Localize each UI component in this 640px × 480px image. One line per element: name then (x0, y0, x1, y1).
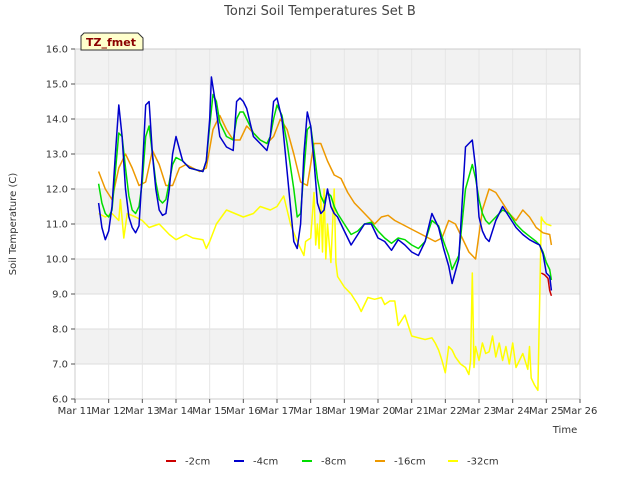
legend: -2cm -4cm -8cm -16cm -32cm (166, 457, 499, 468)
y-tick-label: 16.0 (46, 45, 68, 56)
x-axis-label: Time (552, 425, 577, 436)
x-tick-label: Mar 19 (327, 406, 362, 417)
chart-title: Tonzi Soil Temperatures Set B (223, 4, 416, 19)
y-tick-label: 13.0 (46, 150, 68, 161)
legend-label: -4cm (253, 457, 278, 468)
y-tick-label: 8.0 (52, 325, 68, 336)
y-tick-label: 11.0 (46, 220, 68, 231)
x-tick-label: Mar 13 (125, 406, 160, 417)
x-tick-label: Mar 18 (293, 406, 328, 417)
grid-band (75, 329, 580, 364)
x-tick-label: Mar 11 (58, 406, 93, 417)
x-tick-label: Mar 21 (394, 406, 429, 417)
grid-band (75, 119, 580, 154)
legend-label: -2cm (185, 457, 210, 468)
x-tick-label: Mar 12 (91, 406, 126, 417)
x-tick-label: Mar 23 (462, 406, 497, 417)
x-tick-label: Mar 15 (192, 406, 227, 417)
grid-band (75, 49, 580, 84)
y-tick-label: 14.0 (46, 115, 68, 126)
badge-box (80, 32, 144, 51)
x-tick-label: Mar 16 (226, 406, 261, 417)
series-line-2cmcm (540, 272, 553, 297)
y-tick-label: 10.0 (46, 255, 68, 266)
y-tick-label: 9.0 (52, 290, 68, 301)
y-tick-label: 15.0 (46, 80, 68, 91)
x-tick-label: Mar 20 (361, 406, 396, 417)
series-line-16cmcm (97, 114, 553, 260)
x-tick-label: Mar 26 (563, 406, 598, 417)
y-axis-label: Soil Temperature (C) (8, 173, 19, 276)
x-tick-label: Mar 17 (260, 406, 295, 417)
station-badge: TZ_fmet (80, 32, 144, 51)
x-tick-label: Mar 14 (159, 406, 194, 417)
series-line-32cmcm (98, 188, 552, 392)
x-tick-label: Mar 25 (529, 406, 564, 417)
series-line-4cmcm (97, 76, 553, 291)
series-layer (97, 76, 553, 392)
y-tick-label: 12.0 (46, 185, 68, 196)
legend-label: -8cm (321, 457, 346, 468)
grid-band (75, 259, 580, 294)
y-axis-ticks: 6.0 7.0 8.0 9.0 10.0 11.0 12.0 13.0 14.0 15.0 16.0 (46, 45, 75, 406)
y-tick-label: 6.0 (52, 395, 68, 406)
x-tick-label: Mar 24 (495, 406, 530, 417)
legend-label: -16cm (394, 457, 426, 468)
x-tick-label: Mar 22 (428, 406, 463, 417)
legend-label: -32cm (467, 457, 499, 468)
badge-text: TZ_fmet (86, 36, 136, 49)
y-tick-label: 7.0 (52, 360, 68, 371)
